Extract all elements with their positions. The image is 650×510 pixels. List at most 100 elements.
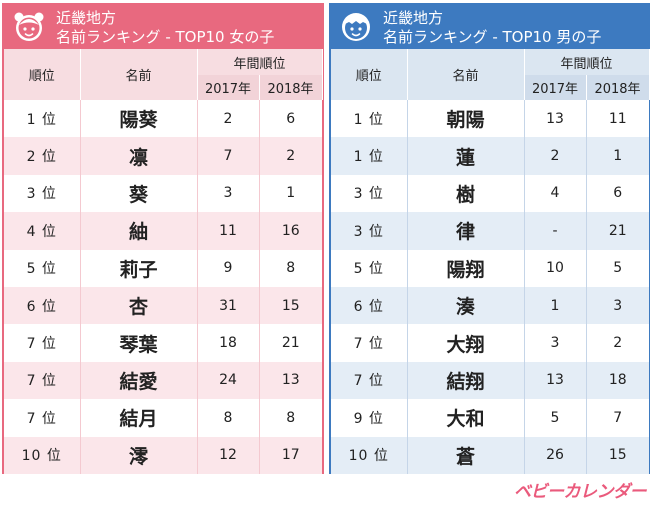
rank-cell: 10 位 — [331, 436, 408, 474]
name-cell: 大翔 — [407, 324, 525, 362]
table-row: 5 位莉子 9 8 — [4, 249, 322, 287]
rank-2018-cell: 1 — [586, 137, 650, 175]
rank-2018-cell: 13 — [259, 361, 323, 400]
girls-header-name: 名前 — [80, 49, 198, 100]
rank-2018-cell: 11 — [608, 110, 627, 127]
girls-title-ranking: 名前ランキング - TOP10 女の子 — [56, 28, 275, 46]
rank-2018-cell: 1 — [286, 185, 296, 202]
rank-2017-cell: 13 — [524, 361, 587, 400]
rank-cell: 1 位 — [331, 100, 408, 138]
rank-2018-cell: 6 — [613, 185, 623, 202]
rank-2017-cell: 4 — [524, 174, 587, 213]
boy-face-icon — [342, 13, 370, 41]
boys-header-rank: 順位 — [331, 49, 408, 100]
table-row: 7 位大翔 3 2 — [331, 324, 649, 362]
rank-cell: 10 位 — [4, 436, 81, 474]
table-row: 3 位律 -21 — [331, 212, 650, 250]
table-row: 5 位陽翔 10 5 — [331, 249, 649, 287]
name-cell: 陽葵 — [80, 100, 198, 138]
rank-2017-cell: 7 — [197, 137, 260, 175]
rank-cell: 2 位 — [4, 137, 81, 175]
rank-2018-cell: 2 — [259, 137, 323, 175]
name-cell: 結月 — [80, 399, 198, 437]
name-cell: 蒼 — [407, 436, 525, 474]
brand-logo: ベビーカレンダー — [514, 482, 647, 502]
name-cell: 結翔 — [407, 361, 525, 400]
rank-2017-cell: 2 — [197, 100, 260, 138]
rank-2018-cell: 15 — [586, 436, 650, 474]
rank-cell: 7 位 — [4, 361, 81, 400]
rank-2018-cell: 18 — [586, 361, 650, 400]
table-row: 7 位結愛 24 13 — [4, 361, 323, 400]
rank-cell: 3 位 — [331, 174, 408, 213]
rank-2017-cell: 18 — [197, 324, 260, 362]
rank-2017-cell: 13 — [524, 100, 587, 138]
rank-2017-cell: 12 — [197, 436, 260, 474]
rank-cell: 5 位 — [331, 249, 408, 287]
rank-2018-cell: 6 — [286, 110, 296, 127]
boys-title-ranking: 名前ランキング - TOP10 男の子 — [383, 28, 602, 46]
boys-header-2018: 2018年 — [586, 75, 650, 100]
name-cell: 樹 — [407, 174, 525, 213]
rank-2018-cell: 2 — [613, 335, 623, 352]
rank-cell: 1 位 — [4, 100, 81, 138]
rank-2018-cell: 8 — [286, 409, 296, 426]
name-cell: 湊 — [407, 286, 525, 325]
rank-2017-cell: 31 — [197, 286, 260, 325]
name-cell: 結愛 — [80, 361, 198, 400]
girls-header-2018: 2018年 — [259, 75, 323, 100]
boys-header-yearly: 年間順位 — [524, 49, 650, 75]
rank-cell: 7 位 — [4, 399, 81, 437]
table-row: 7 位琴葉 18 21 — [4, 324, 322, 362]
table-row: 1 位朝陽 13 11 — [331, 100, 649, 138]
rank-2018-cell: 3 — [586, 286, 650, 325]
name-cell: 杏 — [80, 286, 198, 325]
rank-2017-cell: 9 — [197, 249, 260, 287]
rank-2017-cell: 10 — [524, 249, 587, 287]
rank-2017-cell: 3 — [524, 324, 587, 362]
boys-panel-header: 近畿地方 名前ランキング - TOP10 男の子 — [331, 5, 649, 49]
name-cell: 莉子 — [80, 249, 198, 287]
rank-2018-cell: 16 — [259, 212, 323, 250]
name-cell: 琴葉 — [80, 324, 198, 362]
rank-2018-cell: 15 — [259, 286, 323, 325]
rank-2017-cell: 8 — [197, 399, 260, 437]
boys-title-region: 近畿地方 — [383, 9, 444, 27]
rank-cell: 3 位 — [4, 174, 81, 213]
rank-2017-cell: 24 — [197, 361, 260, 400]
rank-2017-cell: 11 — [197, 212, 260, 250]
rank-cell: 7 位 — [4, 324, 81, 362]
girls-header-yearly: 年間順位 — [197, 49, 323, 75]
rank-2018-cell: 21 — [586, 212, 650, 250]
girls-title-region: 近畿地方 — [56, 9, 117, 27]
table-row: 10 位蒼 26 15 — [331, 436, 650, 474]
name-cell: 陽翔 — [407, 249, 525, 287]
rank-cell: 6 位 — [331, 286, 408, 325]
table-row: 10 位澪 12 17 — [4, 436, 323, 474]
rank-2017-cell: 1 — [524, 286, 587, 325]
table-row: 4 位紬 11 16 — [4, 212, 323, 250]
name-cell: 紬 — [80, 212, 198, 250]
table-row: 1 位陽葵 2 6 — [4, 100, 322, 138]
rank-cell: 9 位 — [331, 399, 408, 437]
name-cell: 律 — [407, 212, 525, 250]
boys-header-name: 名前 — [407, 49, 525, 100]
name-cell: 朝陽 — [407, 100, 525, 138]
rank-2017-cell: 2 — [524, 137, 587, 175]
rank-cell: 5 位 — [4, 249, 81, 287]
rank-2018-cell: 8 — [286, 260, 296, 277]
rank-cell: 4 位 — [4, 212, 81, 250]
girls-header-rank: 順位 — [4, 49, 81, 100]
name-cell: 大和 — [407, 399, 525, 437]
rank-2018-cell: 7 — [613, 409, 623, 426]
rank-2017-cell: 5 — [524, 399, 587, 437]
boys-ranking-panel: 近畿地方 名前ランキング - TOP10 男の子 順位 名前 年間順位 2017… — [329, 3, 650, 474]
name-cell: 蓮 — [407, 137, 525, 175]
